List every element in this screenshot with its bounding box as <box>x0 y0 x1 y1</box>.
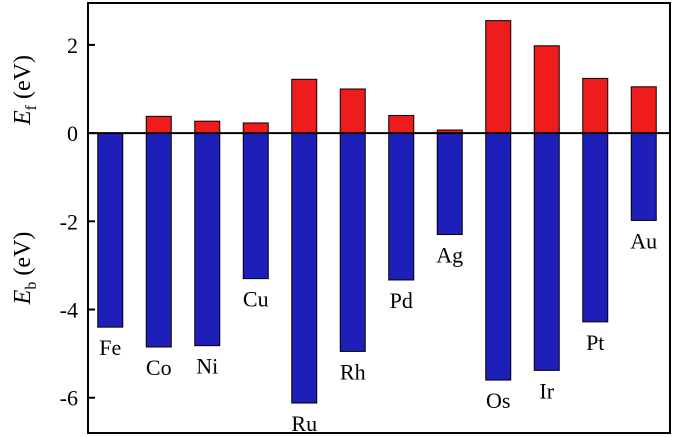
bar-eb-fe <box>97 132 124 328</box>
category-label-fe: Fe <box>99 335 121 360</box>
category-labels: Fe Co Ni Cu Ru Rh Pd Ag Os Ir Pt Au <box>99 228 657 436</box>
bar-ef-au <box>630 86 657 134</box>
bar-ef-pd <box>388 114 415 134</box>
bar-eb-co <box>145 132 172 348</box>
y-axis-ticks: 2 0 -2 -4 -6 <box>60 33 95 411</box>
bar-eb-ni <box>194 132 221 347</box>
y-axis-title-binding-energy: Eb (eV) <box>10 232 40 306</box>
category-label-co: Co <box>146 355 172 380</box>
bar-eb-pd <box>388 132 415 281</box>
bar-ef-cu <box>242 122 269 134</box>
bar-eb-ru <box>291 132 318 404</box>
y-tick-label: -2 <box>60 209 78 234</box>
category-label-au: Au <box>630 228 657 253</box>
bar-ef-rh <box>339 88 366 134</box>
category-label-ir: Ir <box>539 378 554 403</box>
bar-eb-pt <box>582 132 609 323</box>
bar-ef-ni <box>194 120 221 134</box>
bar-ef-os <box>485 20 512 134</box>
category-label-ag: Ag <box>436 243 463 268</box>
bar-ef-pt <box>582 77 609 134</box>
plot-frame <box>87 2 671 434</box>
bar-eb-rh <box>339 132 366 352</box>
y-tick-label: -4 <box>60 298 78 323</box>
bar-ef-ir <box>533 45 560 134</box>
bar-ef-ru <box>291 78 318 134</box>
y-axis-title-formation-energy: Ef (eV) <box>10 55 40 126</box>
category-label-pd: Pd <box>390 288 413 313</box>
bar-ef-co <box>145 115 172 134</box>
category-label-pt: Pt <box>586 330 604 355</box>
bar-eb-cu <box>242 132 269 280</box>
bar-eb-ir <box>533 132 560 371</box>
y-tick-label: 2 <box>67 33 78 58</box>
category-label-os: Os <box>486 388 510 413</box>
bar-eb-ag <box>436 132 463 236</box>
category-label-cu: Cu <box>243 287 269 312</box>
category-label-ru: Ru <box>291 411 317 436</box>
y-tick-label: -6 <box>60 386 78 411</box>
bars-group <box>97 20 657 404</box>
category-label-rh: Rh <box>340 359 366 384</box>
y-tick-label: 0 <box>67 121 78 146</box>
bar-eb-os <box>485 132 512 381</box>
category-label-ni: Ni <box>196 354 218 379</box>
bar-eb-au <box>630 132 657 221</box>
